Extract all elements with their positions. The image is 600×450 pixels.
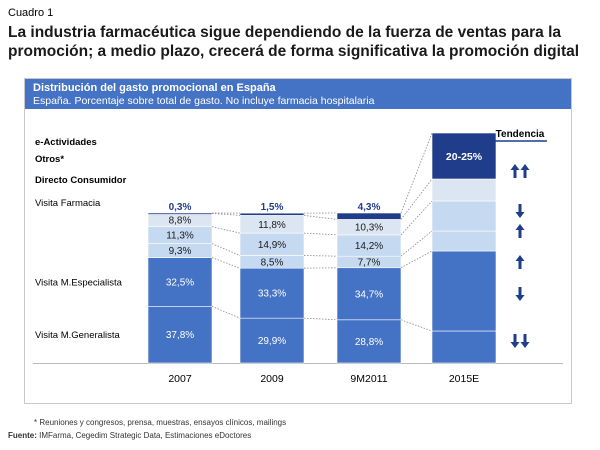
- connector-line: [211, 226, 241, 234]
- bar-segment: [336, 267, 402, 321]
- trend-down-arrow-icon: [515, 287, 525, 301]
- trend-down-arrow-icon: [520, 334, 530, 348]
- data-label: 14,2%: [355, 241, 383, 252]
- trend-down-arrow-icon: [515, 204, 525, 218]
- series-label: Directo Consumidor: [35, 175, 127, 186]
- bar-segment: [336, 319, 402, 364]
- data-label: 11,3%: [166, 231, 194, 242]
- chart-subtitle: España. Porcentaje sobre total de gasto.…: [33, 95, 375, 107]
- connector-line: [211, 243, 241, 256]
- bar-segment-projection: [431, 200, 497, 232]
- chart-panel-header: Distribución del gasto promocional en Es…: [25, 79, 571, 109]
- bar-segment: [147, 257, 213, 307]
- bar-segment-projection: [431, 230, 497, 252]
- bar-segment-projection: [431, 330, 497, 364]
- figure-title: La industria farmacéutica sigue dependie…: [8, 24, 580, 60]
- chart-panel: Distribución del gasto promocional en Es…: [24, 78, 572, 404]
- trend-up-arrow-icon: [515, 224, 525, 238]
- figure-number: Cuadro 1: [8, 7, 54, 19]
- bar-segment-projection: [431, 178, 497, 202]
- x-tick-label: 9M2011: [350, 373, 387, 385]
- connector-line: [211, 257, 241, 269]
- connector-line: [303, 317, 338, 321]
- series-label: Visita Farmacia: [35, 198, 101, 209]
- series-label: Otros*: [35, 154, 64, 165]
- x-tick-label: 2015E: [449, 373, 479, 385]
- series-label: Visita M.Especialista: [35, 277, 123, 288]
- series-label: e-Actividades: [35, 137, 97, 148]
- data-label: 37,8%: [166, 330, 194, 341]
- connector-line: [400, 319, 433, 332]
- bar-segment-projection: [431, 250, 497, 332]
- connector-line: [400, 132, 433, 214]
- x-tick-label: 2009: [260, 373, 284, 385]
- chart-title: Distribución del gasto promocional en Es…: [33, 82, 276, 94]
- data-label: 8,5%: [261, 257, 284, 268]
- connector-line: [400, 250, 433, 269]
- data-label: 9,3%: [169, 246, 192, 257]
- connector-line: [303, 215, 338, 220]
- trend-down-arrow-icon: [510, 334, 520, 348]
- tendencia-header: Tendencia: [496, 129, 545, 140]
- bar-segment: [239, 267, 305, 319]
- source-text: IMFarma, Cegedim Strategic Data, Estimac…: [39, 431, 252, 440]
- bar-segment: [239, 212, 305, 216]
- data-label: 10,3%: [355, 223, 383, 234]
- data-label: 8,8%: [169, 216, 192, 227]
- connector-line: [400, 230, 433, 257]
- trend-up-arrow-icon: [515, 255, 525, 269]
- data-label: 28,8%: [355, 337, 383, 348]
- connector-line: [303, 232, 338, 236]
- bar-segment: [147, 212, 213, 215]
- data-label: 4,3%: [358, 202, 381, 213]
- connector-line: [211, 305, 241, 319]
- trend-up-arrow-icon: [510, 164, 520, 178]
- footnote: * Reuniones y congresos, prensa, muestra…: [34, 418, 287, 427]
- bar-segment-projection: [431, 132, 497, 180]
- data-label: 34,7%: [355, 289, 383, 300]
- connector-line: [303, 255, 338, 257]
- trend-up-arrow-icon: [520, 164, 530, 178]
- source-label: Fuente:: [8, 431, 37, 440]
- data-label: 7,7%: [358, 257, 381, 268]
- data-label: 14,9%: [258, 240, 286, 251]
- connector-line: [400, 200, 433, 236]
- source-note: Fuente: IMFarma, Cegedim Strategic Data,…: [8, 431, 251, 440]
- connector-line: [211, 213, 241, 216]
- data-label: 29,9%: [258, 336, 286, 347]
- data-label: 0,3%: [169, 202, 192, 213]
- stacked-bar-chart: 37,8% 32,5% 9,3% 11,3% 8,8% 0,3% 29,9% 33,3% 8,5…: [33, 129, 563, 385]
- series-label: Visita M.Generalista: [35, 330, 121, 341]
- x-tick-label: 2007: [168, 373, 192, 385]
- projection-label: 20-25%: [446, 151, 483, 163]
- data-label: 11,8%: [258, 220, 286, 231]
- connector-line: [400, 178, 433, 220]
- data-label: 1,5%: [261, 202, 284, 213]
- bar-segment: [336, 212, 402, 220]
- data-label: 33,3%: [258, 289, 286, 300]
- data-label: 32,5%: [166, 277, 194, 288]
